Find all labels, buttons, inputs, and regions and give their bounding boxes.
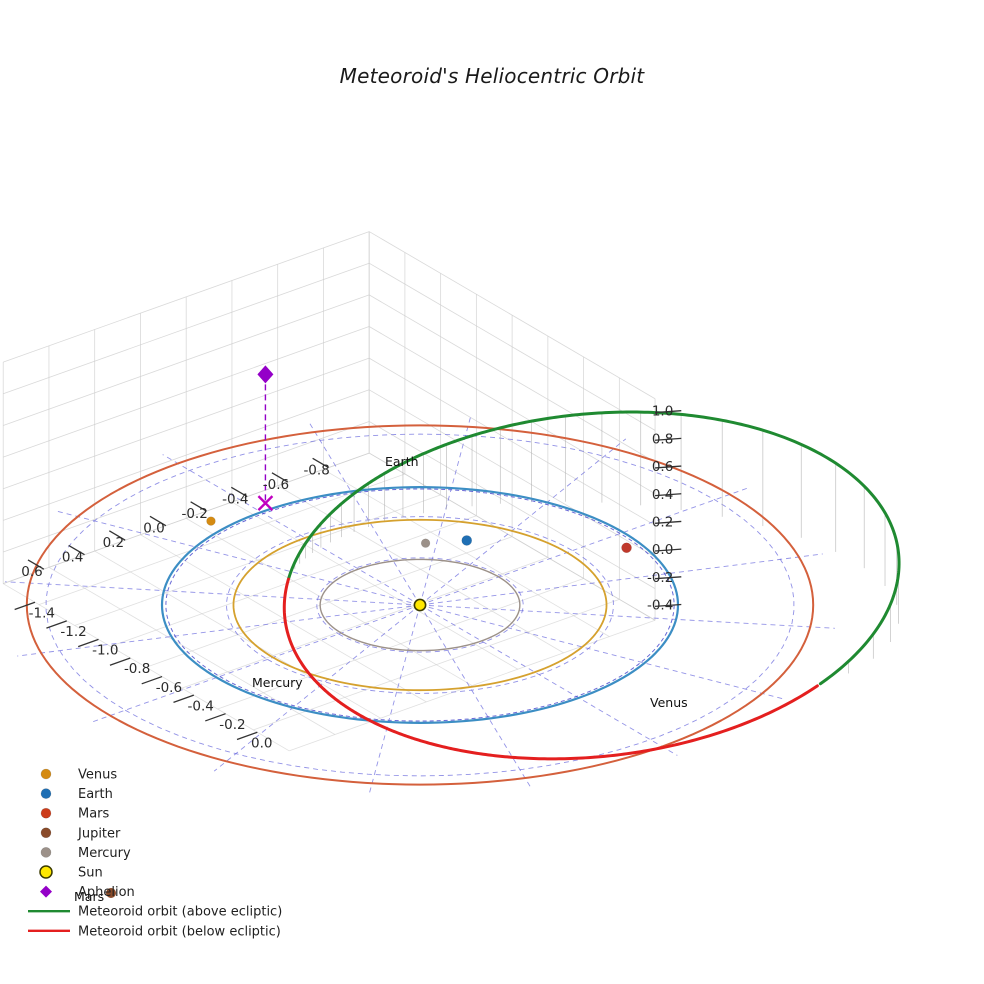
legend-marker-jupiter: [40, 827, 52, 839]
marker-mercury: [420, 538, 431, 548]
axis-panes: [2, 231, 656, 752]
legend-marker-mercury: [40, 847, 52, 858]
orbit-mars: [25, 424, 815, 786]
axis-ticks: -0.8 -0.6 -0.4 -0.2 0.0 0.2 0.4 0.6 -1.4 -1.2 -1.0…: [14, 404, 682, 752]
marker-venus: [206, 516, 216, 526]
x-tick-label: -0.6: [263, 477, 289, 493]
z-tick-label: 1.0: [652, 404, 673, 420]
x-tick-label: -0.2: [181, 506, 207, 522]
y-tick-label: 0.0: [251, 736, 272, 752]
legend-label: Aphelion: [78, 885, 135, 900]
earth-label: Earth: [385, 454, 419, 469]
y-tick-label: -0.2: [219, 717, 245, 733]
legend-marker-venus: [40, 768, 52, 780]
legend-label: Venus: [78, 768, 117, 783]
marker-mars: [621, 542, 632, 554]
orbit-mercury: [319, 558, 521, 652]
z-tick-label: 0.2: [652, 514, 673, 530]
z-tick-label: 0.0: [652, 542, 673, 558]
z-tick-label: -0.2: [647, 570, 673, 586]
legend-marker-sun: [39, 865, 53, 879]
legend-label: Meteoroid orbit (above ecliptic): [78, 905, 282, 920]
y-tick-label: -1.2: [60, 624, 86, 640]
legend: VenusEarthMarsJupiterMercurySunAphelionM…: [28, 768, 282, 939]
z-tick-label: 0.8: [652, 431, 673, 447]
aphelion-marker: [257, 365, 274, 384]
legend-label: Mercury: [78, 846, 131, 861]
x-tick-label: -0.8: [303, 462, 329, 478]
mars-label: Mars: [74, 889, 104, 904]
x-tick-label: 0.0: [143, 520, 164, 536]
legend-marker-aphelion: [40, 885, 52, 898]
legend-marker-mars: [40, 807, 52, 819]
x-tick-label: 0.4: [62, 549, 83, 565]
mercury-label: Mercury: [252, 675, 303, 690]
y-tick-label: -0.8: [124, 661, 150, 677]
marker-mars: [106, 888, 116, 898]
meteoroid-orbit: [264, 374, 901, 761]
x-tick-label: 0.6: [21, 564, 42, 580]
legend-label: Jupiter: [77, 826, 121, 841]
venus-label: Venus: [650, 695, 688, 710]
z-tick-label: -0.4: [647, 598, 673, 614]
marker-sun: [413, 598, 427, 612]
body-markers: [106, 365, 632, 898]
aphelion-projection-marker: [257, 495, 274, 511]
orbit-venus: [232, 518, 608, 692]
legend-label: Sun: [78, 866, 103, 881]
x-tick-label: -0.4: [222, 491, 248, 507]
legend-label: Earth: [78, 787, 113, 802]
body-labels: Earth Mercury Venus Mars: [74, 454, 688, 904]
legend-label: Mars: [78, 807, 110, 822]
marker-earth: [461, 535, 473, 546]
y-tick-label: -0.4: [187, 698, 213, 714]
page-title: Meteoroid's Heliocentric Orbit: [339, 64, 645, 88]
planet-orbits: [25, 424, 815, 786]
y-tick-label: -1.0: [92, 643, 118, 659]
z-tick-label: 0.4: [652, 487, 673, 503]
legend-marker-earth: [40, 788, 52, 799]
z-tick-label: 0.6: [652, 459, 673, 475]
meteoroid-below-ecliptic: [282, 577, 290, 622]
x-tick-label: 0.2: [103, 535, 124, 551]
y-tick-label: -1.4: [29, 606, 55, 622]
y-tick-label: -0.6: [156, 680, 182, 696]
legend-label: Meteoroid orbit (below ecliptic): [78, 924, 281, 939]
orbit-earth: [160, 486, 680, 724]
